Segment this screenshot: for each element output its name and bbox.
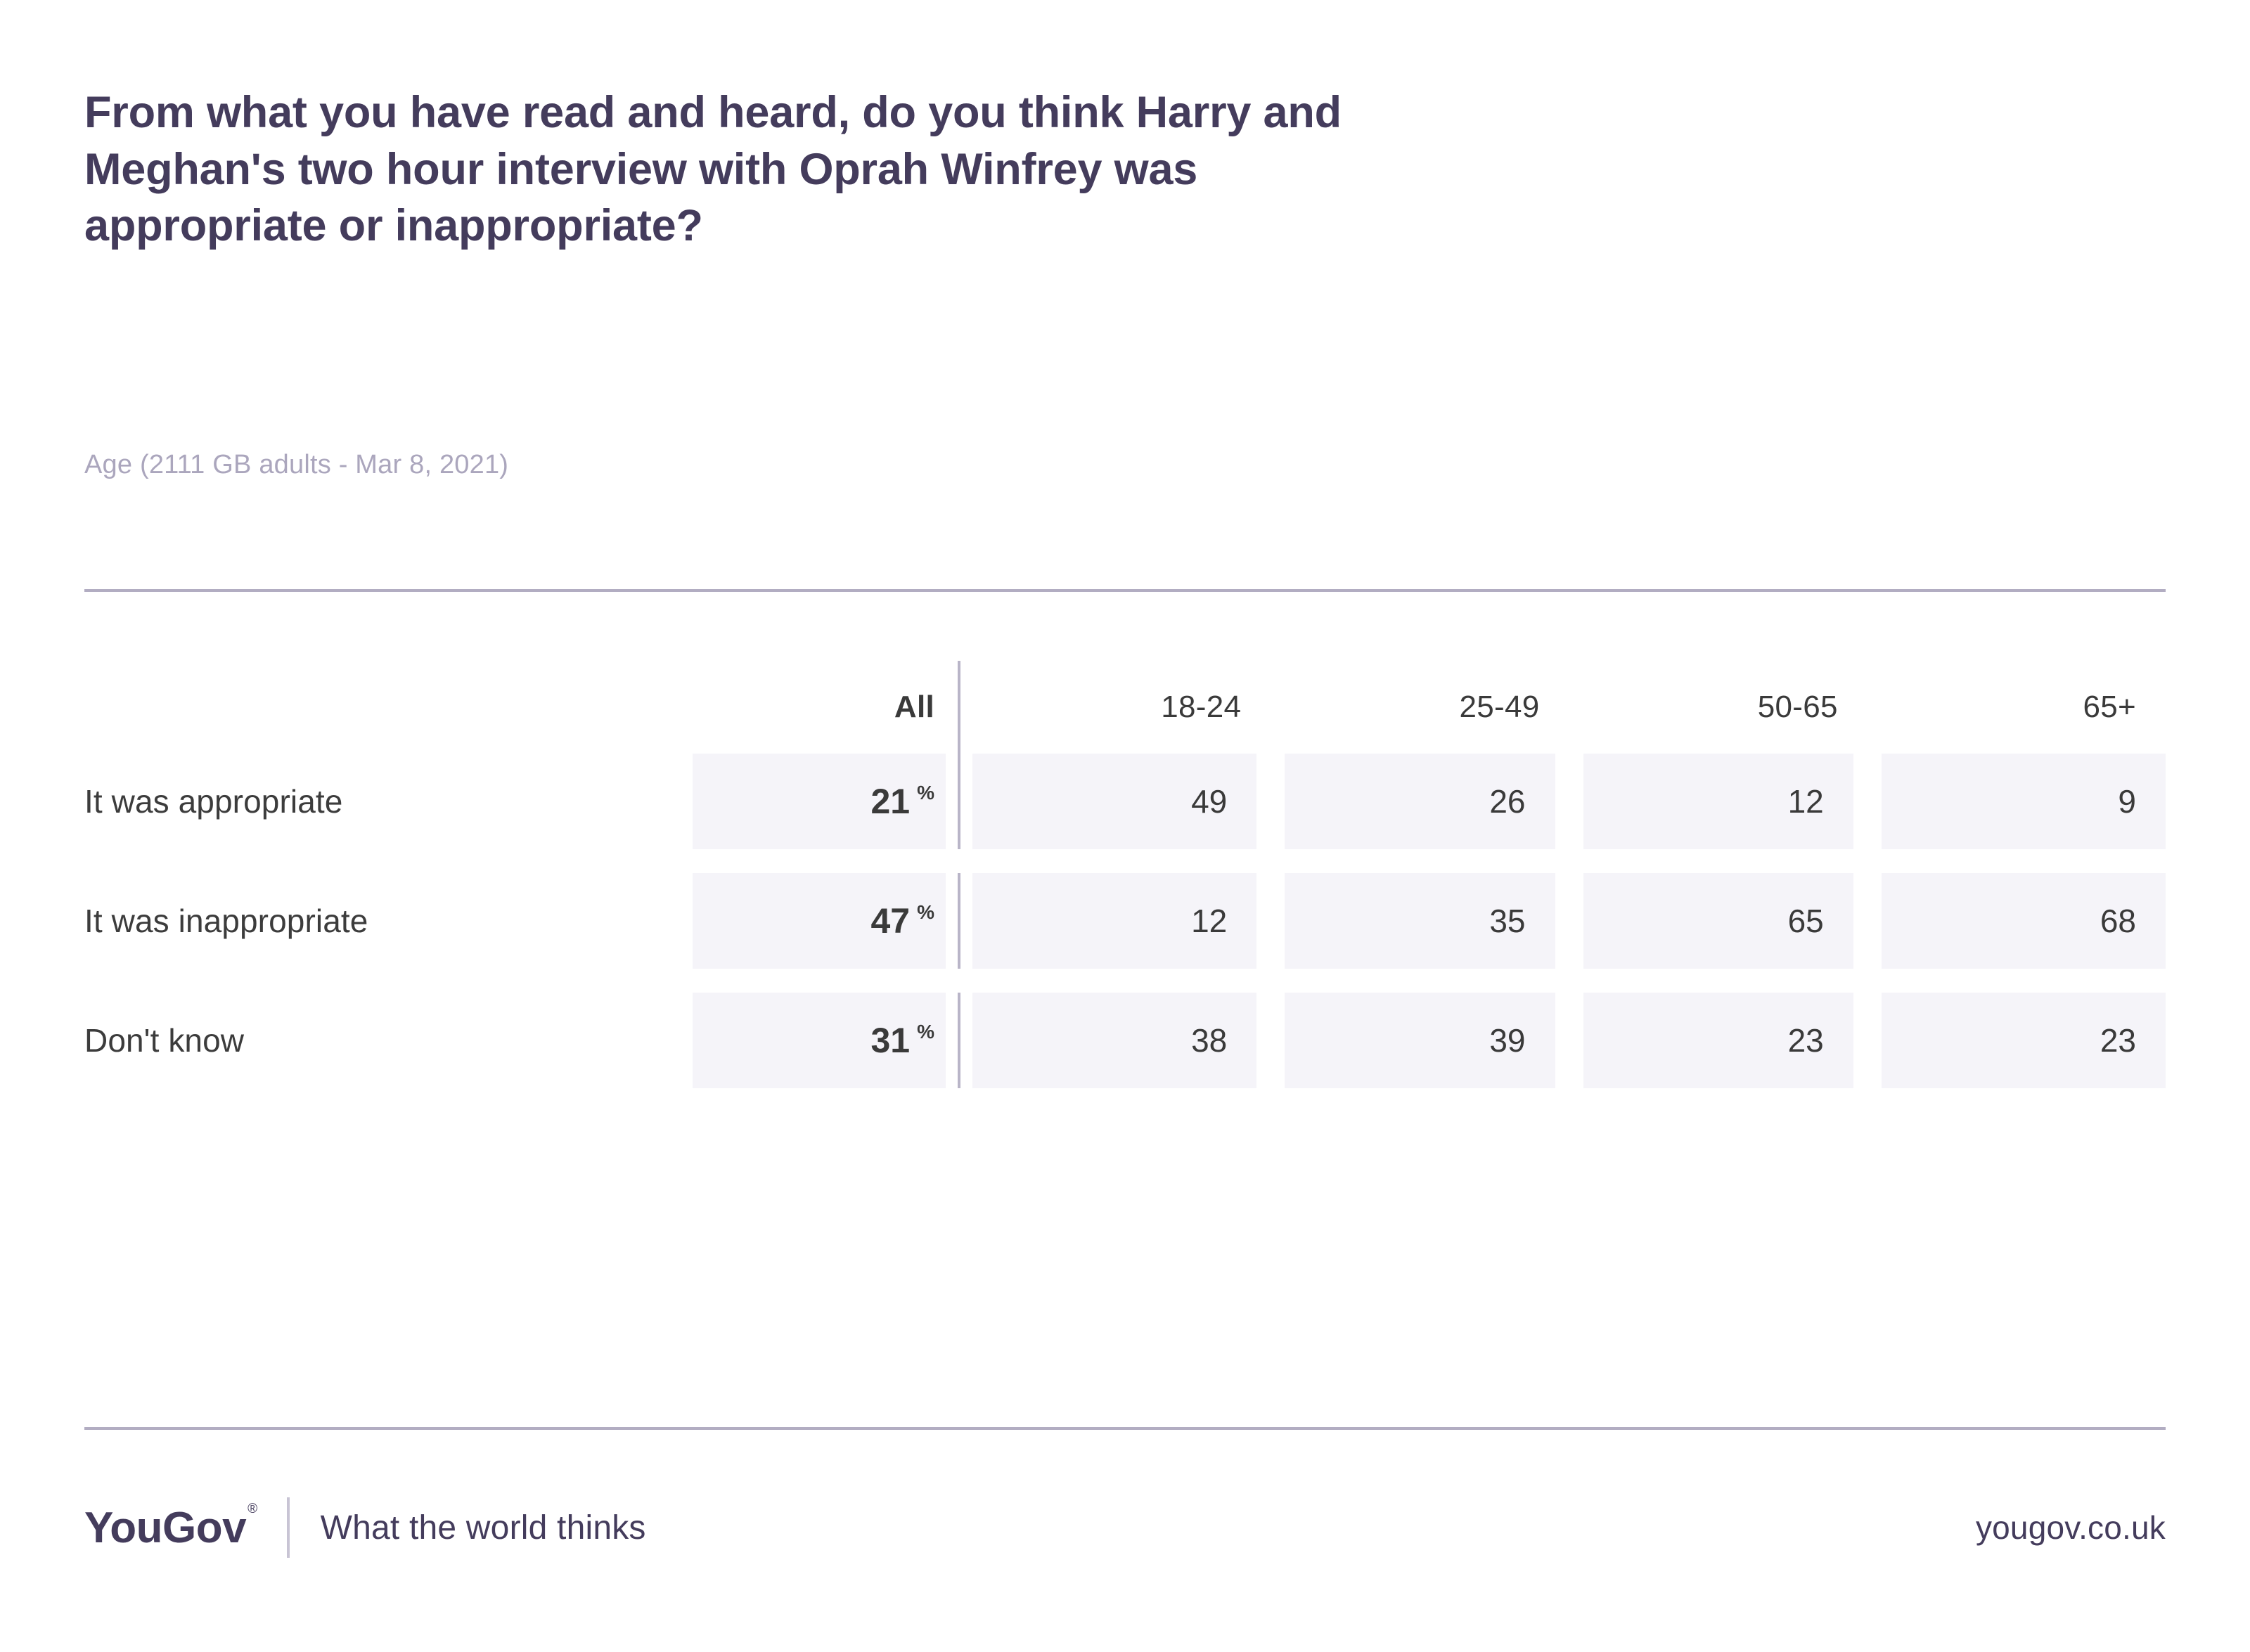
column-divider [946,661,972,754]
title-line-3: appropriate or inappropriate? [84,201,703,251]
yougov-logo[interactable]: YouGov ® [84,1501,273,1553]
percent-symbol: % [917,1021,934,1043]
cell-age-18-24: 12 [972,873,1257,969]
yougov-logo-text: YouGov [84,1503,247,1552]
header-age-65plus: 65+ [2083,690,2136,724]
results-table: All 18-24 25-49 50-65 65+ It was appropr… [84,661,2166,1088]
title-line-2: Meghan's two hour interview with Oprah W… [84,144,1198,194]
table-row: It was inappropriate 47% 12 35 65 68 [84,873,2166,969]
row-gap [84,849,2166,873]
column-divider [946,754,972,849]
divider-top [84,589,2166,592]
cell-age-25-49: 39 [1285,993,1555,1088]
brand-group: YouGov ® What the world thinks [84,1497,646,1558]
cell-all-value: 31 [870,1021,911,1060]
cell-all: 31% [693,993,946,1088]
header-age-18-24: 18-24 [1161,690,1242,724]
cell-age-25-49: 26 [1285,754,1555,849]
table-row: Don't know 31% 38 39 23 23 [84,993,2166,1088]
header-age-50-65: 50-65 [1757,690,1838,724]
percent-symbol: % [917,782,934,804]
cell-age-25-49: 35 [1285,873,1555,969]
row-label: It was inappropriate [84,903,368,939]
cell-all: 21% [693,754,946,849]
table-header-row: All 18-24 25-49 50-65 65+ [84,661,2166,754]
cell-age-50-65: 23 [1583,993,1853,1088]
footer-site-url[interactable]: yougov.co.uk [1975,1509,2166,1546]
cell-age-50-65: 12 [1583,754,1853,849]
footer: YouGov ® What the world thinks yougov.co.… [84,1489,2166,1566]
table-row: It was appropriate 21% 49 26 12 9 [84,754,2166,849]
registered-trademark-icon: ® [248,1501,257,1516]
column-divider [946,873,972,969]
cell-all-value: 21 [870,782,911,821]
footer-divider [286,1497,290,1558]
cell-age-65plus: 23 [1881,993,2166,1088]
percent-symbol: % [917,901,934,923]
row-label: It was appropriate [84,783,343,820]
header-all: All [894,690,934,724]
row-gap [84,969,2166,993]
cell-age-65plus: 68 [1881,873,2166,969]
cell-age-18-24: 38 [972,993,1257,1088]
header-age-25-49: 25-49 [1459,690,1540,724]
cell-all-value: 47 [870,901,911,941]
footer-tagline: What the world thinks [320,1509,646,1547]
cell-age-18-24: 49 [972,754,1257,849]
row-label: Don't know [84,1022,245,1059]
cell-age-50-65: 65 [1583,873,1853,969]
page-title: From what you have read and heard, do yo… [84,84,2194,254]
subtitle: Age (2111 GB adults - Mar 8, 2021) [84,450,509,479]
cell-all: 47% [693,873,946,969]
column-divider [946,993,972,1088]
title-line-1: From what you have read and heard, do yo… [84,88,1342,137]
header-label-spacer [84,661,693,754]
divider-bottom [84,1427,2166,1430]
cell-age-65plus: 9 [1881,754,2166,849]
